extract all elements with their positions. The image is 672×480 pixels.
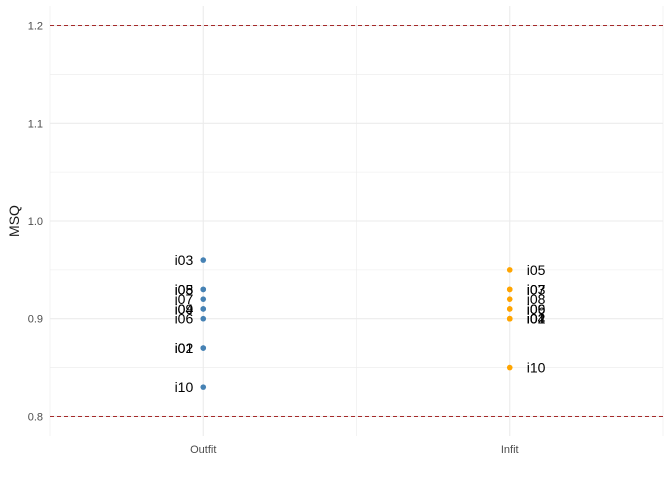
- point-label-infit-i02: i02: [527, 311, 546, 327]
- grid-layer: [49, 6, 664, 436]
- point-label-infit-i10: i10: [527, 360, 546, 376]
- data-point-outfit-i02: [200, 345, 207, 351]
- point-label-outfit-i10: i10: [175, 379, 194, 395]
- y-tick-label: 0.9: [28, 314, 43, 326]
- data-point-outfit-i09: [200, 306, 207, 312]
- point-labels: i01i02i03i04i05i06i07i08i09i10i01i02i03i…: [175, 252, 546, 395]
- point-label-outfit-i02: i02: [175, 340, 194, 356]
- data-point-infit-i08: [506, 296, 513, 302]
- point-label-outfit-i07: i07: [175, 291, 194, 307]
- axes: 0.8 0.9 1.0 1.1 1.2 Outfit Infit: [28, 21, 519, 456]
- data-point-outfit-i03: [200, 257, 207, 263]
- data-points: [200, 257, 513, 390]
- y-tick-label: 1.0: [28, 216, 43, 228]
- data-point-infit-i04: [506, 315, 513, 322]
- point-label-infit-i04: i04: [527, 311, 546, 327]
- y-tick-label: 1.1: [28, 118, 43, 130]
- x-tick-label: Infit: [501, 444, 519, 456]
- x-tick-label: Outfit: [190, 444, 216, 456]
- data-point-outfit-i10: [200, 384, 207, 390]
- y-tick-label: 0.8: [28, 411, 43, 423]
- data-point-infit-i05: [506, 267, 513, 273]
- point-label-outfit-i01: i01: [175, 340, 194, 356]
- y-axis-title: MSQ: [6, 205, 22, 237]
- data-point-infit-i10: [506, 364, 513, 371]
- data-point-infit-i09: [506, 306, 513, 312]
- point-label-infit-i07: i07: [527, 281, 546, 297]
- y-tick-label: 1.2: [28, 21, 43, 33]
- point-label-infit-i08: i08: [527, 291, 546, 307]
- data-point-outfit-i08: [200, 286, 207, 293]
- point-label-outfit-i09: i09: [175, 301, 194, 317]
- point-label-outfit-i04: i04: [175, 301, 194, 317]
- point-label-infit-i05: i05: [527, 262, 546, 278]
- point-label-infit-i01: i01: [527, 311, 546, 327]
- point-label-infit-i03: i03: [527, 281, 546, 297]
- point-label-outfit-i06: i06: [175, 311, 194, 327]
- point-label-outfit-i03: i03: [175, 252, 194, 268]
- point-label-infit-i06: i06: [527, 301, 546, 317]
- point-label-outfit-i08: i08: [175, 281, 194, 297]
- point-label-infit-i09: i09: [527, 301, 546, 317]
- data-point-infit-i07: [506, 286, 513, 293]
- data-point-outfit-i07: [200, 296, 207, 302]
- data-point-outfit-i06: [200, 315, 207, 322]
- point-label-outfit-i05: i05: [175, 281, 194, 297]
